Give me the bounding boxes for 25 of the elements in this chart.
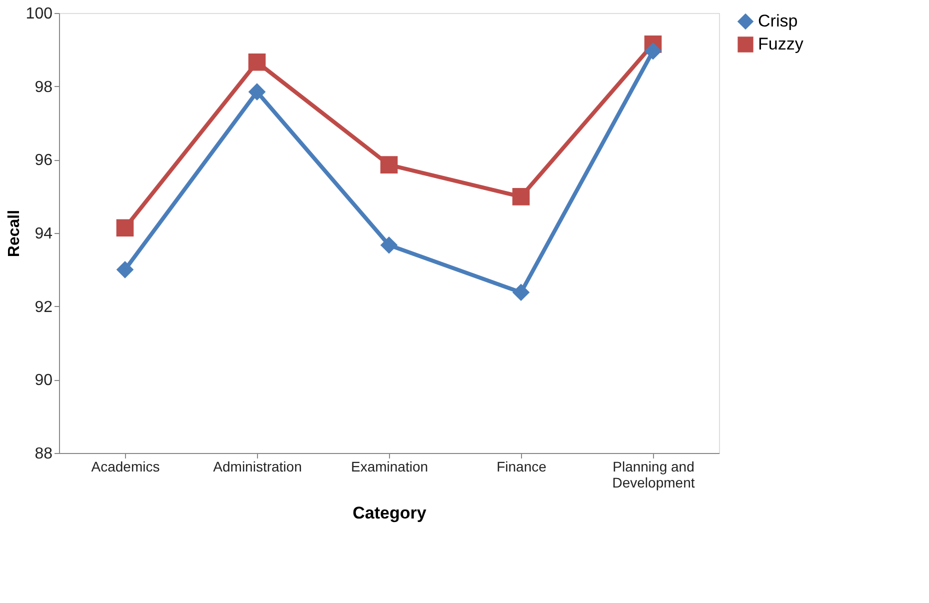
- x-tick-label: Examination: [350, 458, 428, 474]
- y-tick-label: 88: [34, 446, 53, 462]
- point: [116, 219, 134, 237]
- y-tick-label: 100: [26, 6, 53, 22]
- point: [644, 42, 662, 60]
- legend-label: Crisp: [758, 12, 798, 30]
- point: [380, 236, 398, 254]
- x-tick-label: Administration: [213, 458, 302, 474]
- x-tick-label: Planning and Development: [612, 458, 695, 490]
- y-tick-label: 92: [34, 298, 53, 316]
- y-axis-title: Recall: [6, 210, 23, 258]
- y-tick-label: 90: [34, 372, 53, 390]
- legend-label: Fuzzy: [758, 34, 804, 54]
- x-tick-label: Academics: [91, 458, 160, 474]
- point: [248, 83, 266, 100]
- y-tick-label: 96: [34, 152, 53, 170]
- point: [248, 53, 266, 71]
- point: [380, 156, 398, 174]
- x-axis-title: Category: [352, 504, 427, 522]
- x-tick-label: Finance: [496, 458, 547, 474]
- point: [512, 188, 530, 206]
- point: [116, 261, 134, 278]
- y-tick-label: 94: [34, 226, 53, 242]
- point: [512, 284, 530, 302]
- y-tick-label: 98: [34, 78, 53, 96]
